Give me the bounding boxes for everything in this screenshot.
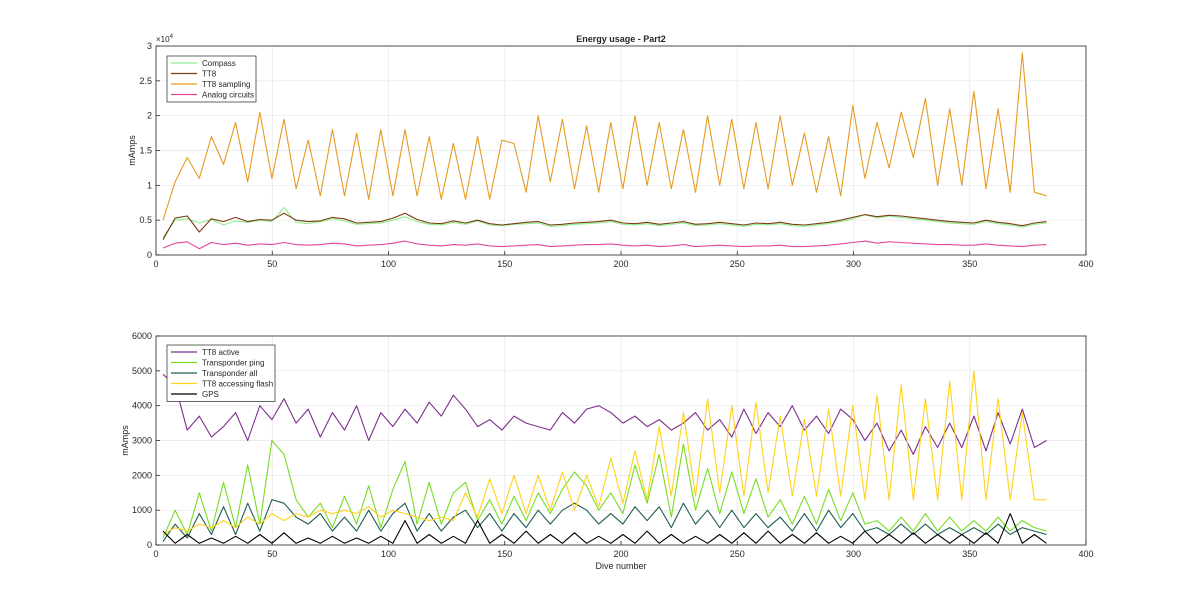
top-y-exponent-power: 4: [170, 34, 174, 40]
x-tick-label: 150: [497, 549, 512, 559]
series-line-transponder-ping: [162, 439, 1047, 539]
top-y-axis-label: mAmps: [127, 135, 137, 166]
bottom-axes: 0 50 100 150 200 250 300 350 4000100020003000400…: [120, 331, 1094, 571]
top-series: [162, 52, 1047, 250]
y-tick-label: 3000: [132, 436, 152, 446]
x-tick-label: 0: [153, 259, 158, 269]
x-tick-label: 150: [497, 259, 512, 269]
x-tick-label: 50: [267, 259, 277, 269]
y-tick-label: 0: [147, 250, 152, 260]
y-tick-label: 1.5: [139, 146, 152, 156]
bottom-y-axis-label: mAmps: [120, 425, 130, 456]
top-ticks: 0 50 100 150 200 250 300 350 400 0 0.5 1 1.5 2 2.5 3: [139, 41, 1093, 269]
x-tick-label: 200: [613, 259, 628, 269]
legend-label: TT8 active: [202, 348, 240, 357]
y-tick-label: 1: [147, 180, 152, 190]
top-chart-title: Energy usage - Part2: [576, 34, 666, 44]
x-tick-label: 50: [267, 549, 277, 559]
y-tick-label: 2: [147, 111, 152, 121]
x-tick-label: 100: [381, 259, 396, 269]
bottom-series: [162, 370, 1047, 544]
top-y-exponent: ×104: [156, 34, 174, 44]
series-line-tt8-active: [162, 373, 1047, 455]
bottom-ticks: 0 50 100 150 200 250 300 350 4000100020003000400…: [132, 331, 1094, 559]
top-axes: 0 50 100 150 200 250 300 350 400 0 0.5 1 1.5 2 2.5 3 En…: [127, 34, 1094, 269]
legend-label: Analog circuits: [202, 91, 254, 100]
series-line-analog-circuits: [162, 240, 1047, 250]
legend-label: TT8: [202, 70, 217, 79]
series-line-transponder-all: [162, 499, 1047, 542]
bottom-x-axis-label: Dive number: [595, 561, 646, 571]
series-line-tt8-sampling: [162, 52, 1047, 221]
x-tick-label: 300: [846, 549, 861, 559]
top-y-exponent-base: ×10: [156, 35, 170, 44]
legend-label: Compass: [202, 59, 236, 68]
series-line-gps: [162, 513, 1047, 544]
series-line-tt8: [162, 212, 1047, 240]
legend-label: Transponder ping: [202, 359, 264, 368]
y-tick-label: 5000: [132, 366, 152, 376]
y-tick-label: 3: [147, 41, 152, 51]
x-tick-label: 350: [962, 259, 977, 269]
y-tick-label: 4000: [132, 401, 152, 411]
x-tick-label: 100: [381, 549, 396, 559]
y-tick-label: 1000: [132, 505, 152, 515]
legend-label: Transponder all: [202, 369, 258, 378]
series-line-compass: [162, 207, 1047, 238]
legend-label: TT8 accessing flash: [202, 380, 273, 389]
legend-label: GPS: [202, 390, 219, 399]
x-tick-label: 400: [1078, 549, 1093, 559]
x-tick-label: 300: [846, 259, 861, 269]
x-tick-label: 400: [1078, 259, 1093, 269]
x-tick-label: 200: [613, 549, 628, 559]
y-tick-label: 6000: [132, 331, 152, 341]
x-tick-label: 250: [730, 549, 745, 559]
x-tick-label: 0: [153, 549, 158, 559]
legend-label: TT8 sampling: [202, 80, 250, 89]
series-line-tt8-accessing-flash: [162, 370, 1047, 535]
y-tick-label: 2.5: [139, 76, 152, 86]
x-tick-label: 250: [730, 259, 745, 269]
y-tick-label: 0: [147, 540, 152, 550]
y-tick-label: 0.5: [139, 215, 152, 225]
y-tick-label: 2000: [132, 470, 152, 480]
x-tick-label: 350: [962, 549, 977, 559]
